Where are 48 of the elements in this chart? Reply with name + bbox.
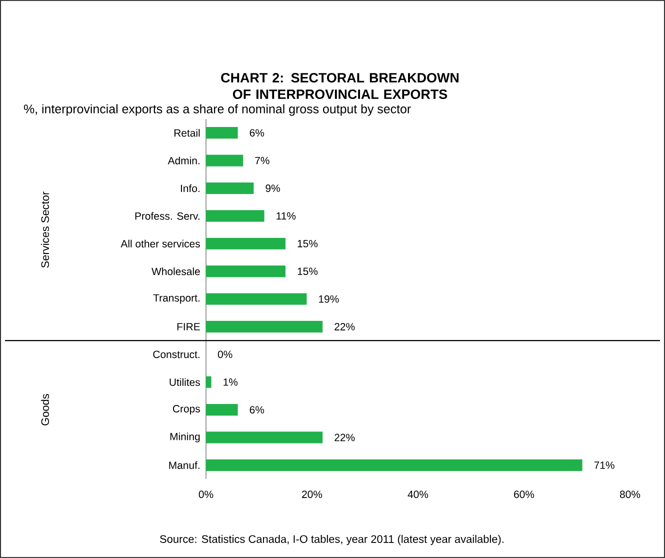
x-tick-label: 20% [302, 490, 322, 498]
data-label: 15% [298, 268, 318, 276]
source-note: Source: Statistics Canada, I-O tables, year 2011 (latest year available). [160, 534, 504, 546]
bar [206, 210, 264, 222]
bar [206, 238, 286, 250]
text: Services Sector [40, 192, 50, 268]
data-label: 19% [319, 295, 339, 303]
bar [206, 459, 582, 471]
bar [206, 182, 254, 194]
data-label: 22% [334, 434, 355, 442]
data-label: 1% [224, 378, 238, 386]
data-label: 11% [276, 212, 296, 220]
data-label: 6% [250, 406, 264, 414]
y-tick-label: Profess. Serv. [135, 212, 200, 220]
x-tick-label: 0% [198, 490, 214, 498]
bar [206, 320, 323, 333]
y-tick-label: Info. [180, 184, 200, 192]
chart-subtitle: %, interprovincial exports as a share of nominal gross output by sector [24, 104, 411, 116]
bar [206, 293, 307, 305]
data-label: 7% [255, 156, 270, 164]
y-tick-label: Wholesale [152, 267, 200, 276]
bar [206, 127, 238, 139]
data-label: 0% [218, 350, 232, 358]
data-label: 22% [334, 323, 355, 330]
x-tick-label: 40% [408, 490, 428, 498]
bar [206, 154, 244, 166]
text: Goods [40, 394, 50, 426]
y-tick-label: Admin. [168, 156, 200, 164]
chart-title: CHART 2: SECTORAL BREAKDOWN OF INTERPROVINCIAL EXPORTS [221, 73, 459, 99]
x-tick-label: 60% [514, 490, 534, 498]
y-tick-label: Construct. [153, 350, 200, 358]
y-tick-label: Manuf. [169, 461, 200, 470]
x-tick-label: 80% [620, 490, 640, 498]
y-tick-label: All other services [120, 240, 200, 248]
data-label: 6% [250, 129, 264, 137]
y-tick-label: Retail [174, 129, 200, 137]
y-tick-label: FIRE [177, 323, 200, 330]
data-label: 9% [266, 184, 280, 192]
bar [206, 376, 212, 388]
y-tick-label: Mining [170, 432, 200, 442]
bar [206, 266, 286, 278]
data-label: 15% [298, 240, 318, 248]
y-tick-label: Utilites [170, 378, 200, 386]
data-label: 71% [594, 462, 614, 469]
bar [206, 404, 238, 416]
bar [206, 432, 323, 444]
y-tick-label: Transport. [153, 294, 200, 304]
y-tick-label: Crops [172, 405, 200, 415]
